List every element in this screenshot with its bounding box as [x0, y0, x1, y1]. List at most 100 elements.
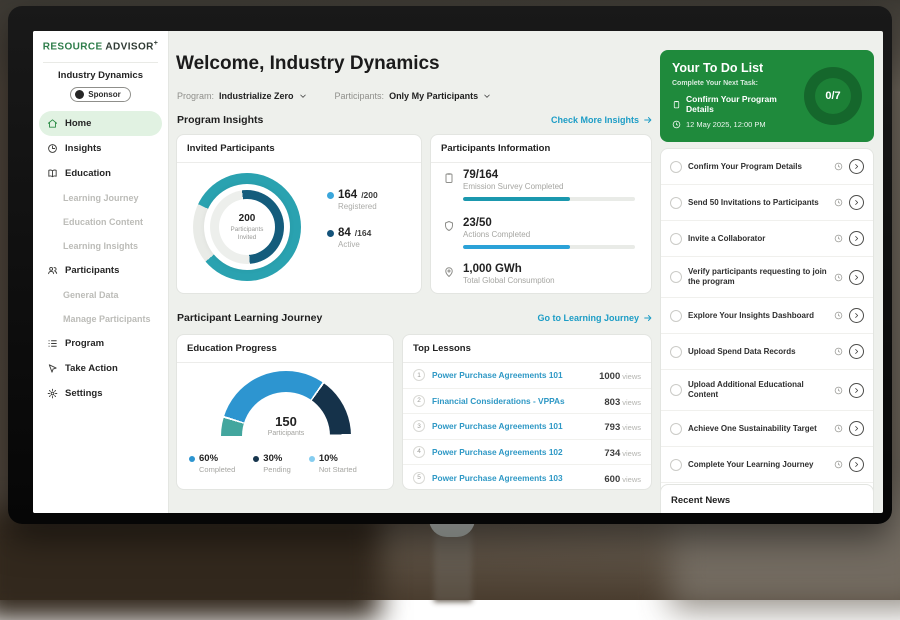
task-checkbox[interactable] [670, 423, 682, 435]
brand-logo: RESOURCE ADVISOR+ [33, 40, 168, 52]
legend-item-registered: 164 /200 Registered [327, 189, 378, 211]
invited-legend: 164 /200 Registered 84 /164 Active [327, 189, 378, 265]
lesson-link[interactable]: Power Purchase Agreements 102 [432, 447, 597, 457]
task-label: Explore Your Insights Dashboard [688, 311, 828, 321]
participants-filter[interactable]: Participants: Only My Participants [335, 91, 492, 101]
education-gauge-chart: 150 Participants [221, 371, 351, 437]
sidebar-item-learning-journey[interactable]: Learning Journey [39, 186, 162, 210]
legend-item-pending: 30% Pending [253, 453, 291, 474]
lesson-views: 793 [604, 422, 620, 433]
task-open-button[interactable] [849, 344, 864, 359]
lesson-views: 1000 [599, 371, 620, 382]
pending-dot [253, 456, 259, 462]
info-progress-fill [463, 245, 570, 249]
sidebar-item-label: Education [65, 168, 111, 179]
filters-bar: Program: Industrialize Zero Participants… [177, 91, 491, 101]
lesson-views-label: views [622, 398, 641, 407]
sidebar-item-program[interactable]: Program [39, 331, 162, 356]
task-checkbox[interactable] [670, 459, 682, 471]
task-open-button[interactable] [849, 308, 864, 323]
dashboard-screen: RESOURCE ADVISOR+ Industry Dynamics Spon… [33, 31, 883, 513]
task-row: Send 50 Invitations to Participants [661, 185, 873, 221]
lesson-link[interactable]: Financial Considerations - VPPAs [432, 396, 597, 406]
task-open-button[interactable] [849, 270, 864, 285]
sidebar-item-education[interactable]: Education [39, 161, 162, 186]
task-checkbox[interactable] [670, 271, 682, 283]
settings-icon [47, 388, 58, 399]
monitor-bezel: RESOURCE ADVISOR+ Industry Dynamics Spon… [8, 6, 892, 524]
participants-filter-label: Participants: [335, 91, 385, 101]
task-label: Verify participants requesting to join t… [688, 267, 828, 287]
sidebar-item-participants[interactable]: Participants [39, 258, 162, 283]
task-open-button[interactable] [849, 195, 864, 210]
education-icon [47, 168, 58, 179]
stat-label: Actions Completed [463, 230, 635, 239]
pending-label: Pending [263, 465, 291, 474]
task-checkbox[interactable] [670, 197, 682, 209]
info-card-title: Participants Information [431, 135, 651, 163]
task-open-button[interactable] [849, 231, 864, 246]
lesson-link[interactable]: Power Purchase Agreements 103 [432, 473, 597, 483]
sidebar-item-label: Learning Journey [63, 193, 139, 203]
chevron-down-icon [299, 92, 307, 100]
sidebar-item-take-action[interactable]: Take Action [39, 356, 162, 381]
legend-item-active: 84 /164 Active [327, 227, 378, 249]
sidebar-item-insights[interactable]: Insights [39, 136, 162, 161]
sidebar: RESOURCE ADVISOR+ Industry Dynamics Spon… [33, 31, 169, 513]
sidebar-item-label: Take Action [65, 363, 118, 374]
sidebar-item-general-data[interactable]: General Data [39, 283, 162, 307]
task-checkbox[interactable] [670, 384, 682, 396]
task-label: Upload Additional Educational Content [688, 380, 828, 400]
check-more-insights-link[interactable]: Check More Insights [551, 115, 653, 125]
chevron-right-icon [853, 235, 860, 242]
task-label: Achieve One Sustainability Target [688, 424, 828, 434]
stat-value: 23/50 [463, 217, 635, 229]
sidebar-item-label: Insights [65, 143, 101, 154]
program-filter-label: Program: [177, 91, 214, 101]
program-filter[interactable]: Program: Industrialize Zero [177, 91, 307, 101]
stat-global-consumption: 1,000 GWh Total Global Consumption [443, 263, 555, 285]
task-label: Complete Your Learning Journey [688, 460, 828, 470]
lesson-rank: 3 [413, 420, 425, 432]
sidebar-divider [43, 62, 158, 63]
sponsor-badge[interactable]: Sponsor [70, 87, 130, 102]
education-center-value: 150 [221, 414, 351, 429]
learning-journey-heading: Participant Learning Journey [177, 312, 322, 324]
task-open-button[interactable] [849, 421, 864, 436]
sidebar-item-home[interactable]: Home [39, 111, 162, 136]
brand-secondary: ADVISOR [105, 41, 153, 52]
not-started-dot [309, 456, 315, 462]
clock-icon [834, 234, 843, 243]
lesson-link[interactable]: Power Purchase Agreements 101 [432, 370, 592, 380]
task-row: Upload Additional Educational Content [661, 370, 873, 411]
go-to-learning-journey-link[interactable]: Go to Learning Journey [537, 313, 653, 323]
task-checkbox[interactable] [670, 233, 682, 245]
actions-progress-track [463, 245, 635, 249]
task-open-button[interactable] [849, 159, 864, 174]
chevron-right-icon [853, 163, 860, 170]
task-open-button[interactable] [849, 383, 864, 398]
chevron-right-icon [853, 387, 860, 394]
sidebar-item-label: Learning Insights [63, 241, 138, 251]
not-started-pct: 10% [319, 453, 338, 464]
chevron-right-icon [853, 312, 860, 319]
sidebar-item-learning-insights[interactable]: Learning Insights [39, 234, 162, 258]
task-open-button[interactable] [849, 457, 864, 472]
education-legend: 60% Completed 30% Pending 10% Not Starte… [189, 453, 385, 474]
lesson-views-label: views [622, 475, 641, 484]
monitor-stand-pillar [434, 532, 472, 602]
task-checkbox[interactable] [670, 310, 682, 322]
active-total: /164 [355, 228, 372, 238]
sidebar-item-education-content[interactable]: Education Content [39, 210, 162, 234]
sidebar-item-label: Settings [65, 388, 102, 399]
task-label: Upload Spend Data Records [688, 347, 828, 357]
emission-progress-track [463, 197, 635, 201]
todo-next-task-label: Confirm Your Program Details [686, 94, 804, 114]
lesson-views-label: views [622, 449, 641, 458]
task-checkbox[interactable] [670, 346, 682, 358]
lesson-link[interactable]: Power Purchase Agreements 101 [432, 421, 597, 431]
task-checkbox[interactable] [670, 161, 682, 173]
sidebar-item-settings[interactable]: Settings [39, 381, 162, 406]
sidebar-item-manage-participants[interactable]: Manage Participants [39, 307, 162, 331]
